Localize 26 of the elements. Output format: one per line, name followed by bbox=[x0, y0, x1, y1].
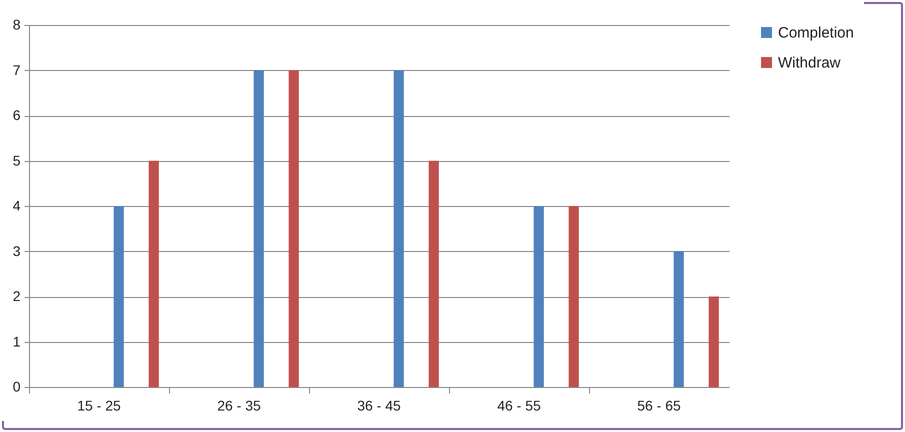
bar bbox=[394, 70, 404, 387]
y-tick-label: 3 bbox=[12, 242, 21, 259]
y-tick-label: 2 bbox=[12, 288, 21, 304]
x-tick-label: 36 - 45 bbox=[357, 398, 402, 414]
y-tick-label: 6 bbox=[12, 107, 21, 123]
bar bbox=[674, 251, 684, 387]
bar bbox=[148, 160, 159, 387]
x-tick-label: 26 - 35 bbox=[217, 398, 262, 414]
bar bbox=[254, 70, 264, 387]
x-tick-label: 15 - 25 bbox=[77, 398, 122, 414]
y-tick-label: 1 bbox=[12, 333, 21, 350]
bar bbox=[288, 70, 299, 387]
bar bbox=[114, 206, 124, 387]
bar bbox=[428, 160, 439, 387]
y-tick-label: 7 bbox=[12, 62, 21, 78]
bar bbox=[708, 296, 719, 387]
x-tick-label: 56 - 65 bbox=[637, 398, 682, 414]
legend-label: Completion bbox=[778, 24, 854, 42]
y-tick-label: 8 bbox=[12, 16, 21, 32]
y-tick-label: 0 bbox=[12, 378, 21, 394]
y-tick-label: 4 bbox=[12, 198, 21, 214]
bar bbox=[568, 206, 579, 387]
y-tick-label: 5 bbox=[12, 152, 21, 168]
x-tick-label: 46 - 55 bbox=[497, 398, 542, 414]
legend-label: Withdraw bbox=[778, 54, 841, 72]
bar bbox=[534, 206, 544, 387]
